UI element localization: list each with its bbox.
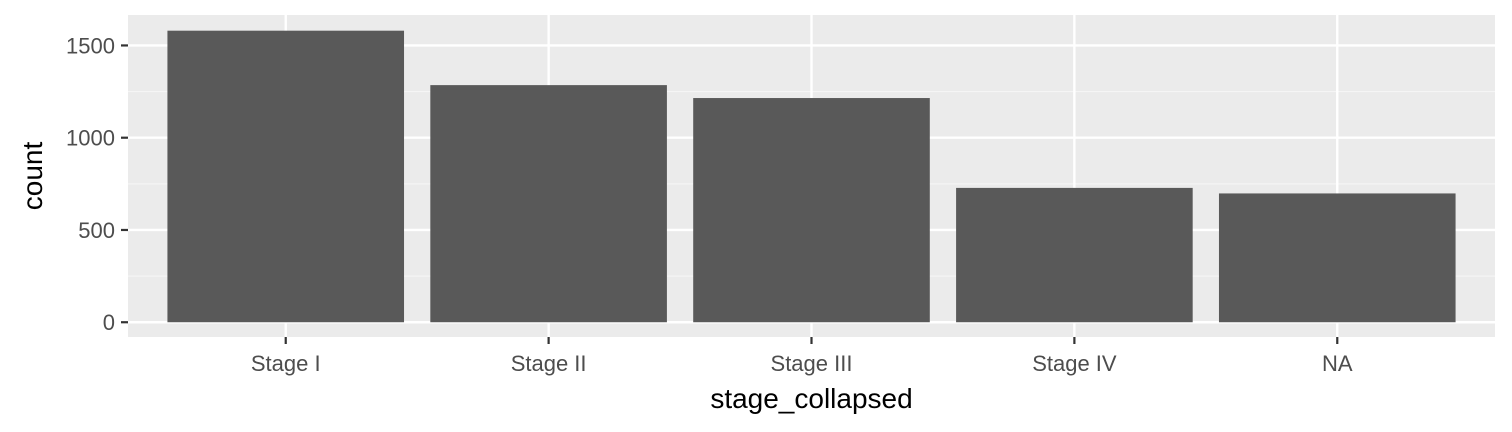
bar [167,30,405,323]
x-tick-label: Stage III [771,351,853,376]
x-tick-label: Stage IV [1032,351,1117,376]
bar [956,187,1193,323]
y-axis-title: count [17,142,48,211]
y-tick-label: 500 [78,218,115,243]
y-tick-label: 1500 [66,33,115,58]
bar [693,98,930,323]
x-tick-label: NA [1322,351,1353,376]
y-axis: 0 500 1000 1500 [66,33,128,335]
y-tick-label: 0 [103,310,115,335]
bars-group [167,30,1456,323]
x-tick-label: Stage I [251,351,321,376]
y-tick-label: 1000 [66,126,115,151]
bar [430,85,667,323]
x-axis-title: stage_collapsed [710,383,912,414]
bar [1218,193,1456,323]
x-tick-label: Stage II [511,351,587,376]
x-axis: Stage I Stage II Stage III Stage IV NA [251,337,1353,376]
